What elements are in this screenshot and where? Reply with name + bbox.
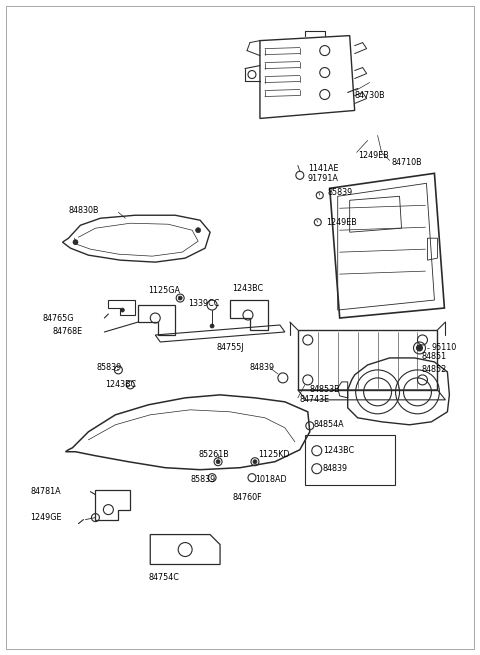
Circle shape: [178, 296, 182, 300]
Text: 84768E: 84768E: [52, 328, 83, 337]
Text: 1249EB: 1249EB: [326, 217, 357, 227]
Text: 84754C: 84754C: [148, 573, 179, 582]
Text: 85839: 85839: [190, 475, 216, 484]
Circle shape: [196, 228, 201, 233]
Text: 1243BC: 1243BC: [232, 284, 263, 293]
Text: 1249EB: 1249EB: [358, 151, 388, 160]
Circle shape: [417, 345, 422, 351]
Circle shape: [216, 460, 220, 464]
Text: 84743E: 84743E: [300, 396, 330, 404]
Text: 85839: 85839: [328, 188, 353, 196]
Text: 84830B: 84830B: [69, 206, 99, 215]
Circle shape: [210, 324, 214, 328]
Text: 84852: 84852: [421, 365, 447, 375]
Text: 1243BC: 1243BC: [323, 446, 354, 455]
Text: 84839: 84839: [323, 464, 348, 473]
Text: 1249GE: 1249GE: [31, 513, 62, 522]
Text: 85839: 85839: [96, 364, 121, 373]
Circle shape: [73, 240, 78, 245]
Circle shape: [120, 308, 124, 312]
Text: 84760F: 84760F: [232, 493, 262, 502]
Text: 84853B: 84853B: [310, 385, 340, 394]
Text: 95110: 95110: [432, 343, 456, 352]
Text: 84851: 84851: [421, 352, 446, 362]
Text: 91791A: 91791A: [308, 174, 339, 183]
Text: 1141AE: 1141AE: [308, 164, 338, 173]
Text: 1339CC: 1339CC: [188, 299, 219, 308]
Circle shape: [253, 460, 257, 464]
Text: 85261B: 85261B: [198, 450, 229, 459]
Text: 84839: 84839: [250, 364, 275, 373]
Text: 84765G: 84765G: [43, 314, 74, 322]
Text: 1243BC: 1243BC: [106, 381, 136, 389]
Text: 1018AD: 1018AD: [255, 475, 287, 484]
Text: 84781A: 84781A: [31, 487, 61, 496]
Text: 1125KD: 1125KD: [258, 450, 289, 459]
Text: 84710B: 84710B: [392, 158, 422, 167]
Text: 84755J: 84755J: [216, 343, 244, 352]
Text: 84854A: 84854A: [314, 421, 345, 429]
Text: 1125GA: 1125GA: [148, 286, 180, 295]
Text: 84730B: 84730B: [355, 91, 385, 100]
